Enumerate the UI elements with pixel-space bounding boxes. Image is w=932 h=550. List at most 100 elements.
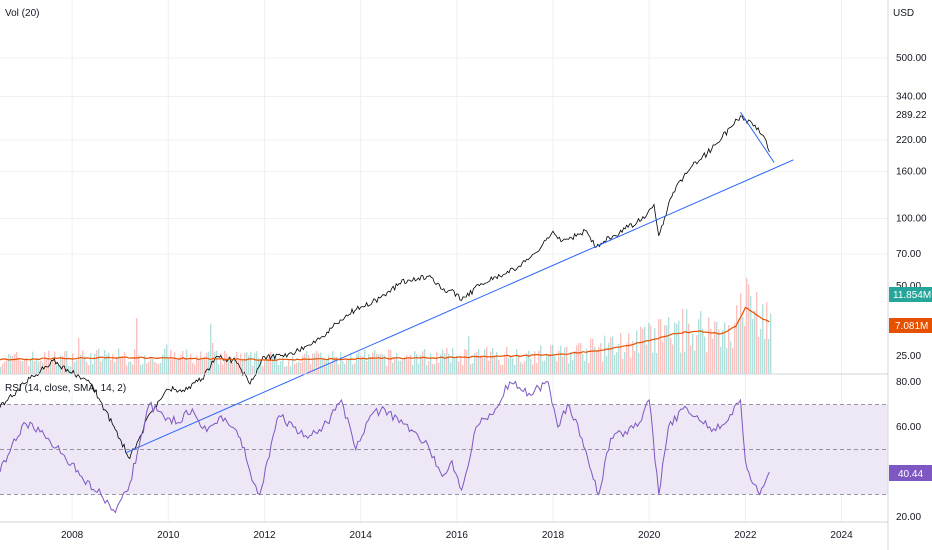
volume-bar	[162, 354, 164, 374]
volume-bar	[26, 357, 28, 374]
volume-bar	[702, 328, 704, 374]
rsi-pane-label[interactable]: RSI (14, close, SMA, 14, 2)	[5, 383, 126, 394]
volume-bar	[638, 352, 640, 374]
price-tick-label: 100.00	[896, 213, 927, 224]
volume-bar	[522, 363, 524, 374]
volume-bar	[694, 350, 696, 374]
volume-bar	[734, 322, 736, 374]
volume-bar	[376, 353, 378, 374]
volume-bar	[260, 359, 262, 374]
volume-bar	[542, 361, 544, 374]
volume-bar	[738, 318, 740, 374]
volume-bar	[316, 350, 318, 374]
volume-bar	[228, 356, 230, 374]
volume-bar	[464, 349, 466, 374]
volume-bar	[102, 358, 104, 374]
volume-bar	[386, 365, 388, 374]
volume-bar	[62, 356, 64, 374]
volume-bar	[76, 359, 78, 374]
price-tick-label: 160.00	[896, 167, 927, 178]
volume-bar	[456, 355, 458, 374]
volume-bar	[388, 349, 390, 374]
volume-bar	[196, 355, 198, 374]
volume-bar	[226, 353, 228, 374]
volume-bar	[208, 351, 210, 374]
volume-bar	[398, 360, 400, 374]
volume-bar	[54, 351, 56, 374]
volume-bar	[660, 319, 662, 374]
volume-bar	[666, 325, 668, 374]
volume-bar	[586, 348, 588, 374]
volume-bar	[672, 344, 674, 374]
volume-bar	[506, 347, 508, 374]
volume-bar	[652, 352, 654, 374]
volume-bar	[470, 363, 472, 374]
volume-bar	[138, 355, 140, 374]
price-axis[interactable]: 500.00 340.00 220.00 160.00 100.00 70.00	[896, 53, 927, 260]
volume-bar	[602, 361, 604, 374]
volume-bar	[16, 351, 18, 374]
volume-bar	[204, 356, 206, 374]
volume-bar	[710, 328, 712, 374]
volume-bar	[686, 309, 688, 374]
volume-bar	[440, 354, 442, 374]
volume-bar	[258, 357, 260, 374]
volume-bar	[4, 361, 6, 374]
volume-bar	[182, 351, 184, 374]
volume-bar	[458, 361, 460, 374]
time-axis[interactable]: 2008 2010 2012 2014 2016 2018 2020 2022 2024	[61, 530, 853, 541]
time-tick-label: 2012	[253, 530, 276, 541]
volume-bar	[200, 351, 202, 374]
volume-bar	[266, 358, 268, 374]
volume-bar	[186, 349, 188, 374]
volume-bar	[306, 351, 308, 374]
volume-bar	[726, 347, 728, 374]
volume-bar	[224, 350, 226, 374]
volume-bar	[532, 364, 534, 374]
volume-bar	[558, 350, 560, 374]
volume-pane-label[interactable]: Vol (20)	[5, 8, 39, 19]
volume-bar	[268, 357, 270, 374]
volume-bar	[290, 366, 292, 374]
volume-bar	[420, 354, 422, 374]
volume-bar	[504, 354, 506, 374]
volume-bar	[438, 363, 440, 374]
trendlines[interactable]	[124, 112, 794, 454]
volume-bar	[30, 358, 32, 374]
volume-bar	[38, 361, 40, 374]
volume-bar	[358, 351, 360, 374]
volume-bar	[412, 365, 414, 374]
volume-bar	[94, 353, 96, 374]
volume-bar	[630, 357, 632, 374]
volume-bar	[454, 356, 456, 374]
volume-bar	[744, 325, 746, 374]
volume-bar	[166, 344, 168, 374]
volume-tick-label: 25.00	[896, 351, 921, 362]
volume-ma-line	[0, 306, 770, 362]
volume-bar	[184, 358, 186, 374]
volume-bar	[206, 352, 208, 374]
volume-bar	[692, 333, 694, 374]
volume-bar	[402, 359, 404, 374]
volume-bar	[250, 351, 252, 374]
volume-bar	[286, 366, 288, 374]
volume-bar	[276, 358, 278, 374]
volume-ma-tag-bg	[889, 318, 932, 333]
volume-bar	[176, 360, 178, 374]
volume-bar	[278, 364, 280, 374]
volume-bar	[12, 355, 14, 374]
volume-bar	[378, 354, 380, 374]
volume-bar	[34, 360, 36, 374]
volume-bar	[578, 343, 580, 374]
volume-bar	[678, 320, 680, 374]
volume-bar	[418, 363, 420, 374]
volume-bar	[406, 355, 408, 374]
volume-bar	[538, 350, 540, 374]
rsi-axis[interactable]: 80.00 60.00 20.00	[896, 377, 921, 523]
volume-bar	[656, 353, 658, 374]
volume-bar	[762, 304, 764, 374]
volume-bar	[668, 316, 670, 374]
volume-bar	[622, 359, 624, 374]
volume-bar	[730, 341, 732, 374]
